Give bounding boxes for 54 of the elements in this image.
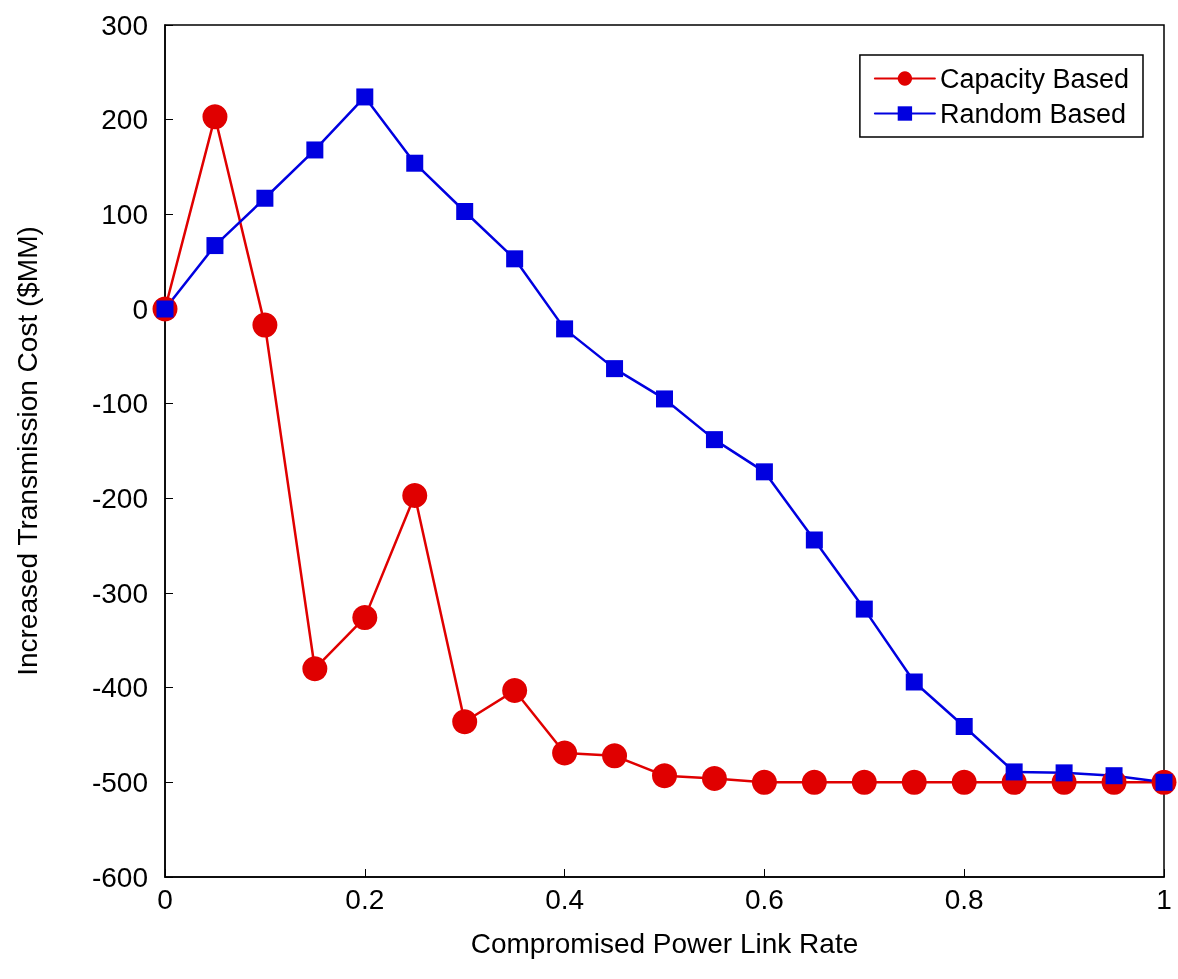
y-tick-label: -600 — [91, 861, 148, 893]
point — [506, 250, 524, 268]
point — [356, 88, 374, 106]
point — [552, 740, 578, 766]
x-axis-title: Compromised Power Link Rate — [470, 927, 859, 959]
point — [606, 360, 624, 378]
point — [656, 390, 673, 408]
y-tick-label: -300 — [91, 577, 148, 609]
x-tick-label: 0.8 — [944, 883, 984, 915]
point — [705, 431, 723, 449]
point — [805, 531, 823, 549]
point — [456, 202, 474, 220]
y-tick-label: 100 — [101, 198, 148, 230]
point — [851, 769, 877, 795]
y-tick-label: -500 — [91, 766, 148, 798]
x-tick-label: 0.2 — [345, 883, 385, 915]
y-tick-label: 0 — [132, 293, 148, 325]
point — [206, 237, 224, 255]
point — [751, 769, 777, 795]
x-tick-label: 0.6 — [744, 883, 784, 915]
point — [955, 717, 973, 735]
point — [905, 673, 923, 691]
point — [901, 769, 927, 795]
point — [252, 312, 278, 338]
point — [306, 141, 324, 159]
x-tick-label: 0 — [157, 883, 173, 915]
y-tick-label: 300 — [101, 9, 148, 41]
point — [556, 320, 574, 338]
point — [402, 483, 428, 508]
point — [1005, 763, 1023, 781]
legend-label: Random Based — [939, 98, 1127, 129]
y-tick-label: 200 — [101, 104, 148, 136]
x-tick-label: 0.4 — [545, 883, 585, 915]
point — [951, 769, 977, 795]
y-tick-label: -200 — [91, 482, 148, 514]
point — [202, 104, 228, 130]
point — [302, 656, 328, 682]
point — [801, 769, 827, 795]
point — [502, 678, 528, 703]
point — [855, 600, 873, 618]
point — [652, 763, 677, 789]
point — [452, 709, 478, 735]
y-axis-title: Increased Transmission Cost ($MM) — [11, 226, 43, 676]
legend-label: Capacity Based — [939, 63, 1129, 94]
point — [1055, 764, 1073, 782]
y-tick-label: -400 — [91, 672, 148, 704]
point — [755, 463, 773, 481]
y-tick-label: -100 — [91, 388, 148, 420]
point — [602, 743, 628, 769]
point — [352, 605, 378, 631]
point — [256, 189, 274, 207]
point — [701, 766, 727, 792]
point — [406, 154, 424, 172]
x-tick-label: 1 — [1156, 883, 1172, 915]
